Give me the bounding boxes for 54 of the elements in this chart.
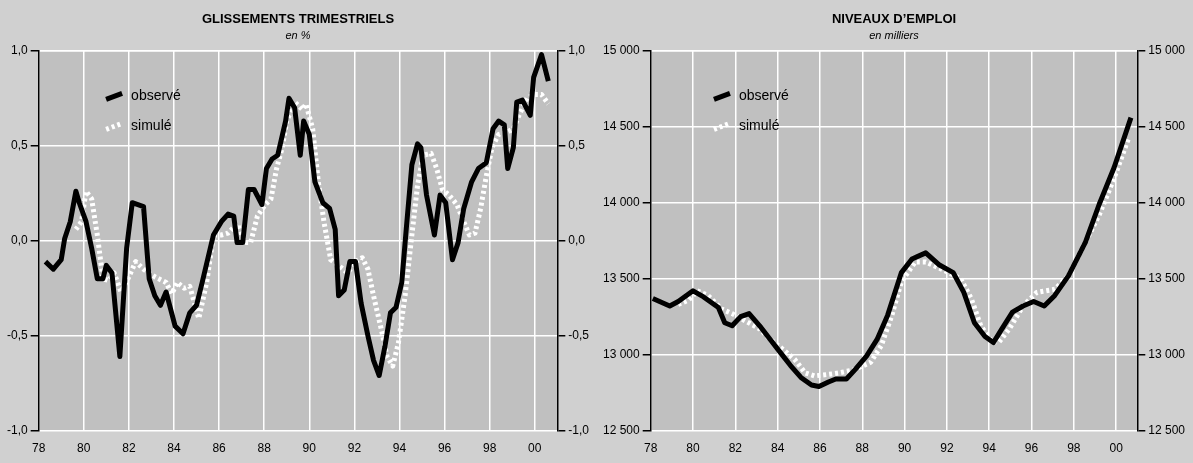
x-tick-label: 96 (437, 441, 452, 456)
y-tick-label: 15 000 (603, 43, 641, 58)
chart-title: GLISSEMENTS TRIMESTRIELS (201, 11, 395, 27)
x-tick-label: 96 (1024, 441, 1039, 456)
x-tick-label: 86 (813, 441, 827, 456)
y2-tick-label: -0,5 (568, 327, 590, 342)
chart-subtitle: en milliers (869, 29, 920, 42)
x-tick-label: 98 (1067, 441, 1081, 456)
x-tick-label: 80 (77, 441, 91, 456)
x-tick-label: 84 (770, 441, 785, 456)
y2-tick-label: 1,0 (568, 43, 586, 58)
y2-tick-label: 0,0 (568, 233, 586, 248)
x-tick-label: 86 (212, 441, 227, 456)
y-tick-label: 13 500 (603, 270, 641, 285)
y-tick-label: 1,0 (10, 43, 28, 58)
x-tick-label: 90 (302, 441, 317, 456)
y2-tick-label: 14 000 (1148, 195, 1186, 210)
y-tick-label: 0,5 (10, 138, 28, 153)
x-tick-label: 94 (392, 441, 407, 456)
x-tick-label: 82 (122, 441, 136, 456)
x-tick-label: 92 (940, 441, 954, 456)
y-tick-label: 0,0 (10, 233, 28, 248)
x-tick-label: 78 (644, 441, 658, 456)
y-tick-label: 14 500 (603, 119, 641, 134)
legend-label: simulé (131, 117, 172, 134)
y2-tick-label: 12 500 (1148, 422, 1186, 437)
x-tick-label: 92 (347, 441, 362, 456)
legend-label: observé (131, 87, 182, 104)
y2-tick-label: -1,0 (568, 422, 590, 437)
x-tick-label: 88 (855, 441, 870, 456)
y-tick-label: -0,5 (6, 327, 28, 342)
x-tick-label: 88 (257, 441, 272, 456)
y2-tick-label: 14 500 (1148, 119, 1186, 134)
y2-tick-label: 0,5 (568, 138, 586, 153)
legend-label: observé (738, 87, 789, 104)
x-tick-label: 80 (686, 441, 701, 456)
x-tick-label: 94 (982, 441, 997, 456)
chart-title: NIVEAUX D’EMPLOI (831, 11, 957, 27)
x-tick-label: 84 (167, 441, 181, 456)
y-tick-label: 14 000 (603, 195, 641, 210)
chart-subtitle: en % (285, 29, 311, 42)
x-tick-label: 00 (528, 441, 542, 456)
y-tick-label: -1,0 (6, 422, 28, 437)
x-tick-label: 98 (482, 441, 497, 456)
y2-tick-label: 15 000 (1148, 43, 1186, 58)
y-tick-label: 13 000 (603, 346, 641, 361)
x-tick-label: 78 (32, 441, 46, 456)
x-tick-label: 90 (897, 441, 912, 456)
y2-tick-label: 13 500 (1148, 270, 1186, 285)
x-tick-label: 00 (1109, 441, 1124, 456)
legend-label: simulé (738, 117, 780, 134)
y2-tick-label: 13 000 (1148, 346, 1186, 361)
y-tick-label: 12 500 (603, 422, 641, 437)
x-tick-label: 82 (728, 441, 743, 456)
